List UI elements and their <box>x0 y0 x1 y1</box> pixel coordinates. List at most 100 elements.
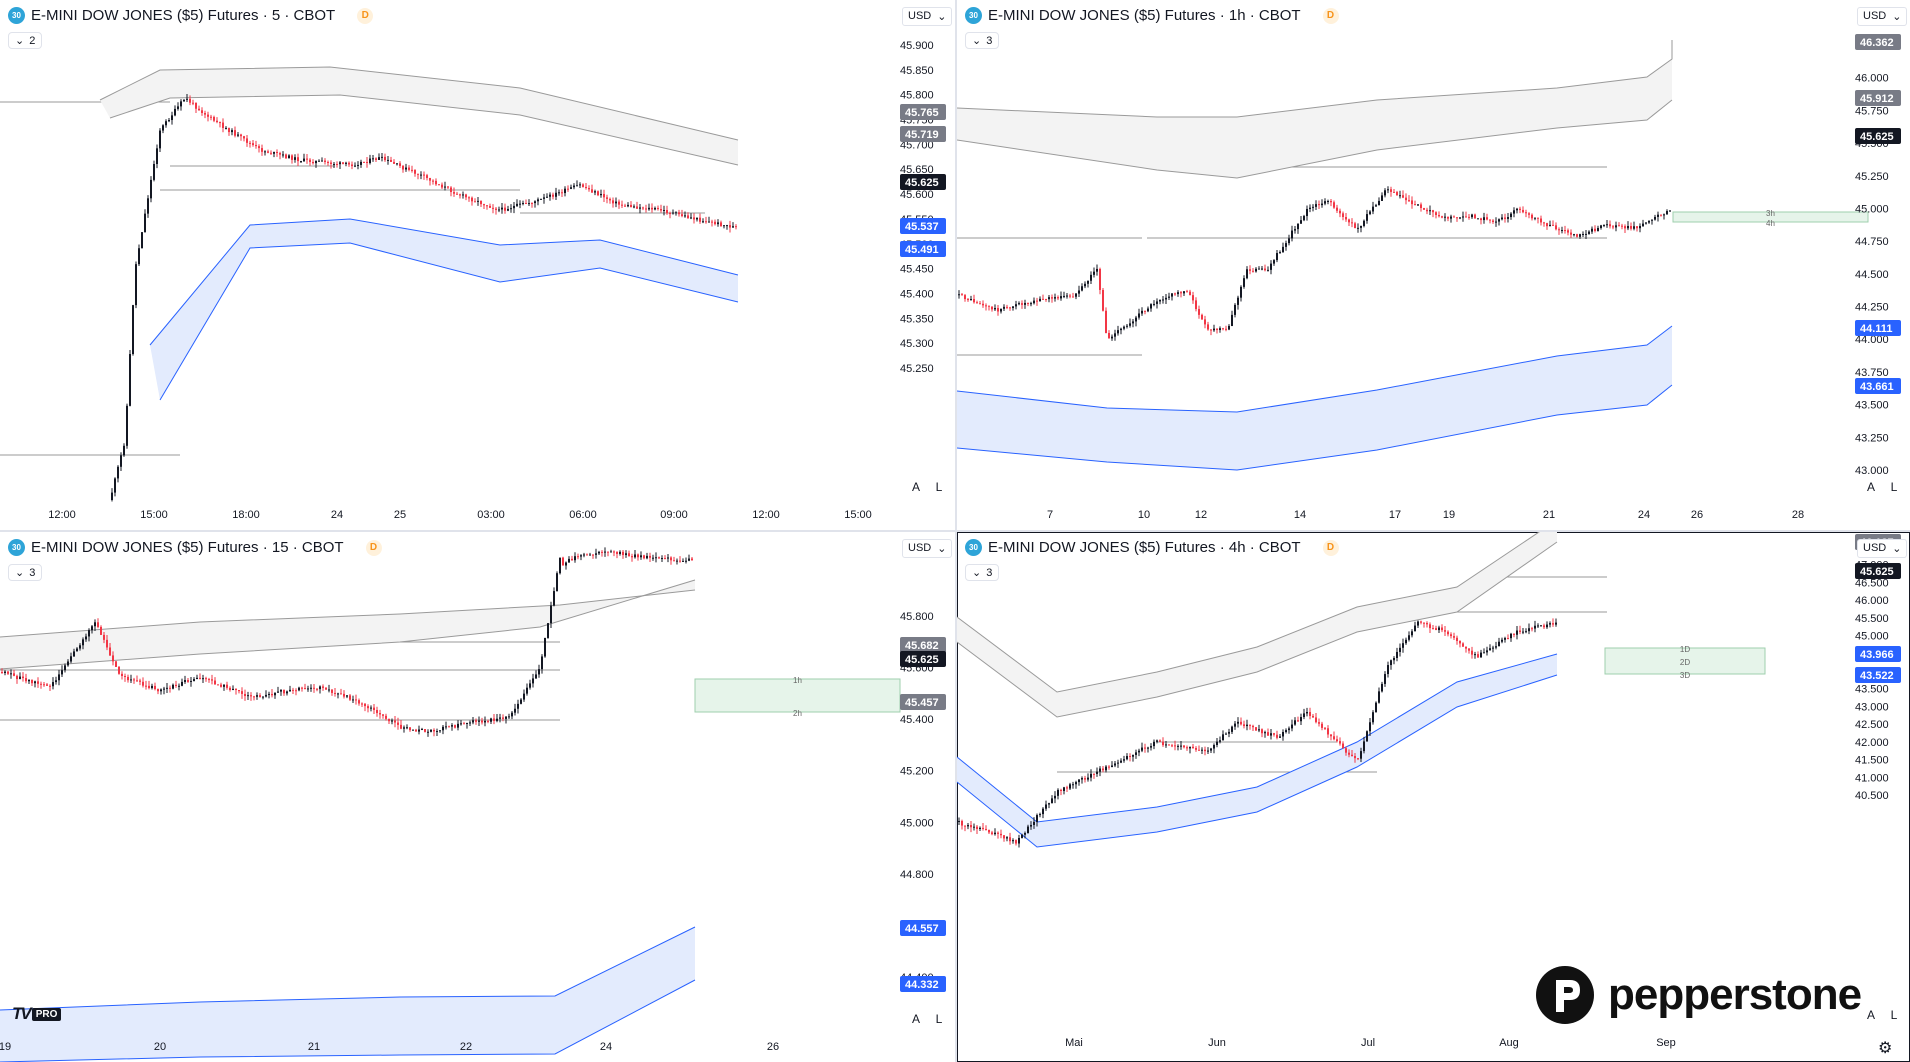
auto-scale-button[interactable]: A <box>911 480 920 494</box>
delayed-badge[interactable]: D <box>365 539 382 556</box>
candle-body <box>973 826 975 828</box>
candle-body <box>1531 628 1533 630</box>
candle-body <box>1330 200 1332 203</box>
symbol-title[interactable]: E-MINI DOW JONES ($5) Futures · 1h · CBO… <box>988 7 1301 24</box>
candle-body <box>1423 622 1425 624</box>
candle-body <box>285 154 287 159</box>
symbol-header[interactable]: 30 E-MINI DOW JONES ($5) Futures · 1h · … <box>965 7 1339 24</box>
price-axis-tick: 45.250 <box>1855 171 1889 183</box>
candle-body <box>498 209 500 211</box>
candle-body <box>1480 218 1482 221</box>
candle-body <box>475 720 477 722</box>
log-scale-button[interactable]: L <box>935 480 943 494</box>
candle-body <box>1477 218 1479 220</box>
gear-icon[interactable]: ⚙ <box>1878 1040 1893 1057</box>
candle-body <box>208 679 210 681</box>
symbol-header[interactable]: 30 E-MINI DOW JONES ($5) Futures · 5 · C… <box>8 7 374 24</box>
indicator-collapse-button[interactable]: ⌄ 3 <box>8 564 43 581</box>
candle-body <box>1519 630 1521 632</box>
candle-body <box>388 718 390 722</box>
candle-body <box>1288 728 1290 731</box>
candle-body <box>477 200 479 202</box>
indicator-collapse-button[interactable]: ⌄ 3 <box>965 564 1000 581</box>
candle-body <box>1339 210 1341 214</box>
currency-selector[interactable]: USD ⌄ <box>1857 7 1908 26</box>
candle-body <box>300 161 302 163</box>
delayed-badge[interactable]: D <box>357 7 374 24</box>
chart-canvas[interactable]: 45.90045.85045.80045.75045.70045.65045.6… <box>0 0 955 530</box>
auto-scale-button[interactable]: A <box>1866 1008 1875 1022</box>
time-axis-tick: 24 <box>1638 509 1650 521</box>
symbol-header[interactable]: 30 E-MINI DOW JONES ($5) Futures · 15 · … <box>8 539 382 556</box>
auto-scale-button[interactable]: A <box>1866 480 1875 494</box>
candle-body <box>1450 634 1452 637</box>
candle-body <box>237 134 239 136</box>
candle-body <box>1234 723 1236 727</box>
candle-body <box>507 209 509 211</box>
candle-body <box>1147 747 1149 749</box>
delayed-badge[interactable]: D <box>1322 7 1339 24</box>
chart-canvas[interactable]: 1h2h45.80045.60045.40045.20045.00044.800… <box>0 532 955 1062</box>
price-tag-bg <box>900 920 946 936</box>
symbol-header[interactable]: 30 E-MINI DOW JONES ($5) Futures · 4h · … <box>965 539 1339 556</box>
candle-body <box>1483 652 1485 654</box>
auto-scale-button[interactable]: A <box>911 1012 920 1026</box>
log-scale-button[interactable]: L <box>1890 1008 1898 1022</box>
chart-canvas[interactable]: 1D2D3D47.50047.00046.50046.00045.50045.0… <box>957 532 1910 1062</box>
candle-body <box>297 157 299 162</box>
candle-body <box>690 217 692 219</box>
lower-band-outer-line <box>159 242 739 401</box>
candle-body <box>1411 631 1413 636</box>
currency-selector[interactable]: USD ⌄ <box>1857 539 1908 558</box>
candle-body <box>1465 216 1467 218</box>
candle-body <box>630 204 632 208</box>
delayed-badge[interactable]: D <box>1322 539 1339 556</box>
log-scale-button[interactable]: L <box>1890 480 1898 494</box>
price-axis-tick: 45.250 <box>900 363 934 375</box>
candle-body <box>1540 625 1542 627</box>
indicator-collapse-button[interactable]: ⌄ 3 <box>965 32 1000 49</box>
candle-body <box>1000 833 1002 836</box>
candle-body <box>165 121 167 126</box>
indicator-collapse-button[interactable]: ⌄ 2 <box>8 32 43 49</box>
candle-body <box>448 726 450 728</box>
candle-body <box>1060 789 1062 792</box>
candle-body <box>1576 234 1578 237</box>
candle-body <box>466 722 468 724</box>
lower-band-fill <box>957 654 1557 847</box>
horizontal-divider[interactable] <box>0 530 1910 532</box>
log-scale-button[interactable]: L <box>935 1012 943 1026</box>
candle-body <box>129 354 131 406</box>
candle-body <box>295 690 297 692</box>
symbol-title[interactable]: E-MINI DOW JONES ($5) Futures · 4h · CBO… <box>988 539 1301 556</box>
candle-body <box>1213 328 1215 331</box>
symbol-title[interactable]: E-MINI DOW JONES ($5) Futures · 15 · CBO… <box>31 539 344 556</box>
time-axis-tick: 12:00 <box>752 509 780 521</box>
zone-label: 1D <box>1680 645 1690 654</box>
chart-pane-15m[interactable]: 1h 2h 45.800 45.600 45.400 45.200 45.000 44.800… <box>0 532 955 1062</box>
candle-body <box>438 184 440 186</box>
candle-body <box>982 303 984 306</box>
price-axis-tick: 45.200 <box>900 766 934 778</box>
chart-pane-5m[interactable]: 45.900 45.850 45.800 45.750 45.700 45.650 45.6… <box>0 0 955 530</box>
candle-body <box>1498 219 1500 222</box>
candle-body <box>1081 778 1083 780</box>
candle-body <box>391 720 393 722</box>
chevron-down-icon: ⌄ <box>15 567 25 579</box>
chart-pane-1h[interactable]: 3h4h46.25046.00045.75045.50045.25045.000… <box>957 0 1910 530</box>
candle-body <box>1096 268 1098 272</box>
candle-body <box>1177 292 1179 295</box>
candle-body <box>1051 798 1053 804</box>
candle-body <box>1051 297 1053 299</box>
currency-selector[interactable]: USD ⌄ <box>902 7 953 26</box>
candle-body <box>61 670 63 675</box>
symbol-title[interactable]: E-MINI DOW JONES ($5) Futures · 5 · CBOT <box>31 7 336 24</box>
chart-canvas[interactable]: 3h4h46.25046.00045.75045.50045.25045.000… <box>957 0 1910 530</box>
candle-body <box>204 113 206 115</box>
candle-body <box>1006 837 1008 839</box>
chart-pane-4h[interactable]: 1D2D3D47.50047.00046.50046.00045.50045.0… <box>957 532 1910 1062</box>
candle-body <box>517 703 519 709</box>
currency-selector[interactable]: USD ⌄ <box>902 539 953 558</box>
candle-body <box>970 825 972 828</box>
candle-body <box>603 193 605 198</box>
